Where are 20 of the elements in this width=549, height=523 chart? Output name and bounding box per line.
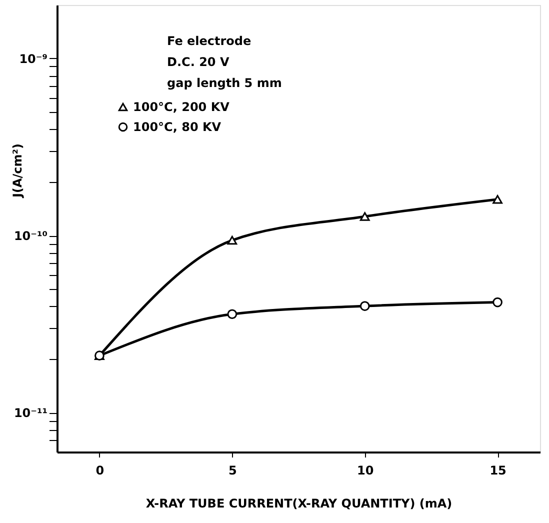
point xyxy=(227,309,238,320)
y-axis-title: J(A/cm²) xyxy=(10,144,24,198)
x-tick-label: 10 xyxy=(356,464,374,478)
annotation: Fe electrode xyxy=(167,34,252,48)
x-tick-label: 0 xyxy=(96,464,104,478)
x-tick-label: 15 xyxy=(490,464,506,478)
annotation: D.C. 20 V xyxy=(167,55,230,69)
x-tick-label: 5 xyxy=(228,464,237,478)
y-tick-label: 10⁻¹⁰ xyxy=(14,229,48,244)
point xyxy=(227,236,238,245)
x-axis-title: X-RAY TUBE CURRENT(X-RAY QUANTITY) (mA) xyxy=(146,496,452,510)
legend-label: 100°C, 80 KV xyxy=(133,120,222,134)
point xyxy=(360,212,370,221)
point xyxy=(360,301,370,311)
point xyxy=(492,297,502,308)
y-tick-label: 10⁻¹¹ xyxy=(14,406,48,420)
point xyxy=(492,194,502,204)
y-tick-label: 10⁻⁹ xyxy=(19,52,48,66)
annotation: gap length 5 mm xyxy=(167,76,282,90)
legend-label: 100°C, 200 KV xyxy=(133,100,230,114)
